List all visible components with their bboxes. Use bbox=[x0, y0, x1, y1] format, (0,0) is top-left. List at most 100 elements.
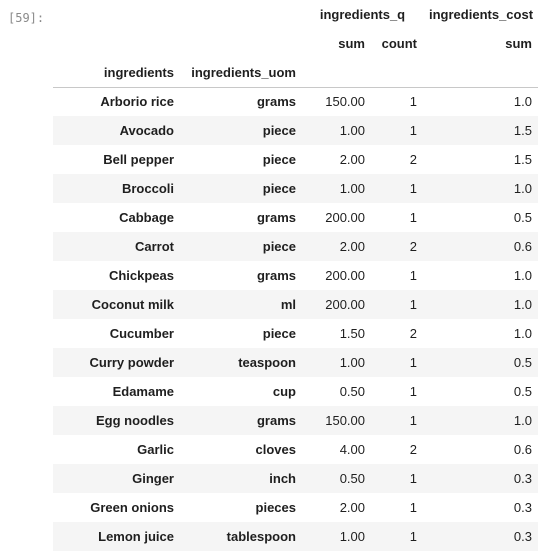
row-index-uom: grams bbox=[256, 413, 296, 428]
row-index-ingredient: Chickpeas bbox=[108, 268, 174, 283]
table-row: Cabbage grams 200.00 1 0.5 bbox=[53, 203, 538, 232]
row-index-uom: pieces bbox=[255, 500, 296, 515]
index-name-ingredients: ingredients bbox=[53, 58, 180, 88]
row-index-uom: cloves bbox=[255, 442, 296, 457]
cell-quantity-sum: 0.50 bbox=[339, 384, 365, 399]
cell-cost-sum: 0.5 bbox=[513, 210, 532, 225]
cell-quantity-count: 1 bbox=[409, 355, 417, 370]
cell-quantity-sum: 1.50 bbox=[339, 326, 365, 341]
row-index-uom: piece bbox=[262, 123, 296, 138]
cell-cost-sum: 1.5 bbox=[513, 152, 532, 167]
cell-quantity-count: 1 bbox=[409, 471, 417, 486]
cell-cost-sum: 0.3 bbox=[513, 529, 532, 544]
column-group-cost: ingredients_cost bbox=[429, 7, 534, 22]
cell-cost-sum: 0.3 bbox=[513, 500, 532, 515]
table-row: Avocado piece 1.00 1 1.5 bbox=[53, 116, 538, 145]
table-row: Lemon juice tablespoon 1.00 1 0.3 bbox=[53, 522, 538, 551]
column-quantity-count: count bbox=[381, 36, 417, 51]
cell-quantity-count: 2 bbox=[409, 239, 417, 254]
row-index-uom: inch bbox=[269, 471, 296, 486]
header-blank bbox=[53, 29, 180, 58]
table-row: Bell pepper piece 2.00 2 1.5 bbox=[53, 145, 538, 174]
cell-execution-prompt: [59]: bbox=[8, 11, 45, 25]
dataframe-output: ingredients_q ingredients_cost sum count… bbox=[53, 0, 538, 551]
cell-quantity-sum: 2.00 bbox=[339, 500, 365, 515]
row-index-ingredient: Arborio rice bbox=[100, 94, 174, 110]
table-body: Arborio rice grams 150.00 1 1.0 Avocado piece 1… bbox=[53, 87, 538, 551]
row-index-ingredient: Bell pepper bbox=[103, 152, 174, 167]
cell-quantity-count: 2 bbox=[409, 152, 417, 167]
cell-quantity-sum: 200.00 bbox=[325, 210, 365, 225]
row-index-ingredient: Broccoli bbox=[121, 181, 174, 196]
cell-quantity-count: 1 bbox=[409, 384, 417, 399]
cell-quantity-count: 1 bbox=[409, 123, 417, 138]
cell-quantity-count: 1 bbox=[409, 210, 417, 225]
table-row: Green onions pieces 2.00 1 0.3 bbox=[53, 493, 538, 522]
row-index-ingredient: Green onions bbox=[90, 500, 174, 515]
cell-cost-sum: 0.5 bbox=[513, 355, 532, 370]
header-blank bbox=[371, 58, 423, 88]
header-row-index-names: ingredients ingredients_uom bbox=[53, 58, 538, 88]
header-blank bbox=[180, 29, 302, 58]
row-index-ingredient: Curry powder bbox=[89, 355, 174, 370]
cell-quantity-sum: 0.50 bbox=[339, 471, 365, 486]
cell-quantity-sum: 150.00 bbox=[325, 413, 365, 428]
cell-cost-sum: 1.0 bbox=[513, 297, 532, 312]
row-index-uom: piece bbox=[262, 181, 296, 196]
table-row: Egg noodles grams 150.00 1 1.0 bbox=[53, 406, 538, 435]
cell-quantity-count: 1 bbox=[409, 268, 417, 283]
cell-quantity-count: 1 bbox=[409, 181, 417, 196]
row-index-uom: teaspoon bbox=[238, 355, 296, 370]
table-row: Broccoli piece 1.00 1 1.0 bbox=[53, 174, 538, 203]
table-header: ingredients_q ingredients_cost sum count… bbox=[53, 0, 538, 88]
cell-quantity-sum: 2.00 bbox=[339, 239, 365, 254]
cell-quantity-count: 1 bbox=[409, 297, 417, 312]
table-row: Coconut milk ml 200.00 1 1.0 bbox=[53, 290, 538, 319]
cell-quantity-sum: 200.00 bbox=[325, 297, 365, 312]
row-index-ingredient: Carrot bbox=[134, 239, 174, 254]
header-row-stats: sum count sum bbox=[53, 29, 538, 58]
header-blank bbox=[53, 0, 180, 29]
cell-quantity-sum: 1.00 bbox=[339, 123, 365, 138]
dataframe-table: ingredients_q ingredients_cost sum count… bbox=[53, 0, 538, 551]
row-index-ingredient: Coconut milk bbox=[91, 297, 174, 312]
row-index-uom: grams bbox=[256, 268, 296, 283]
row-index-uom: grams bbox=[256, 210, 296, 225]
cell-quantity-sum: 2.00 bbox=[339, 152, 365, 167]
cell-cost-sum: 1.0 bbox=[513, 326, 532, 341]
header-blank bbox=[423, 58, 538, 88]
table-row: Arborio rice grams 150.00 1 1.0 bbox=[53, 87, 538, 116]
cell-quantity-count: 2 bbox=[409, 326, 417, 341]
cell-quantity-sum: 1.00 bbox=[339, 529, 365, 544]
row-index-uom: piece bbox=[262, 326, 296, 341]
cell-cost-sum: 1.0 bbox=[513, 94, 532, 110]
cell-cost-sum: 1.5 bbox=[513, 123, 532, 138]
cell-cost-sum: 1.0 bbox=[513, 268, 532, 283]
cell-quantity-count: 2 bbox=[409, 442, 417, 457]
row-index-ingredient: Ginger bbox=[132, 471, 174, 486]
column-quantity-sum: sum bbox=[338, 36, 365, 51]
row-index-uom: grams bbox=[256, 94, 296, 110]
cell-cost-sum: 1.0 bbox=[513, 181, 532, 196]
cell-quantity-sum: 200.00 bbox=[325, 268, 365, 283]
table-row: Garlic cloves 4.00 2 0.6 bbox=[53, 435, 538, 464]
table-row: Cucumber piece 1.50 2 1.0 bbox=[53, 319, 538, 348]
row-index-uom: tablespoon bbox=[226, 529, 296, 544]
row-index-ingredient: Avocado bbox=[119, 123, 174, 138]
row-index-ingredient: Garlic bbox=[137, 442, 174, 457]
row-index-ingredient: Cucumber bbox=[109, 326, 174, 341]
cell-cost-sum: 0.3 bbox=[513, 471, 532, 486]
cell-cost-sum: 1.0 bbox=[513, 413, 532, 428]
cell-quantity-sum: 150.00 bbox=[325, 94, 365, 110]
cell-quantity-count: 1 bbox=[409, 529, 417, 544]
row-index-ingredient: Cabbage bbox=[119, 210, 174, 225]
cell-quantity-count: 1 bbox=[409, 94, 417, 110]
row-index-ingredient: Egg noodles bbox=[96, 413, 174, 428]
table-row: Ginger inch 0.50 1 0.3 bbox=[53, 464, 538, 493]
header-blank bbox=[180, 0, 302, 29]
table-row: Edamame cup 0.50 1 0.5 bbox=[53, 377, 538, 406]
cell-quantity-count: 1 bbox=[409, 500, 417, 515]
cell-quantity-count: 1 bbox=[409, 413, 417, 428]
cell-cost-sum: 0.5 bbox=[513, 384, 532, 399]
column-group-quantity: ingredients_q bbox=[319, 7, 406, 22]
